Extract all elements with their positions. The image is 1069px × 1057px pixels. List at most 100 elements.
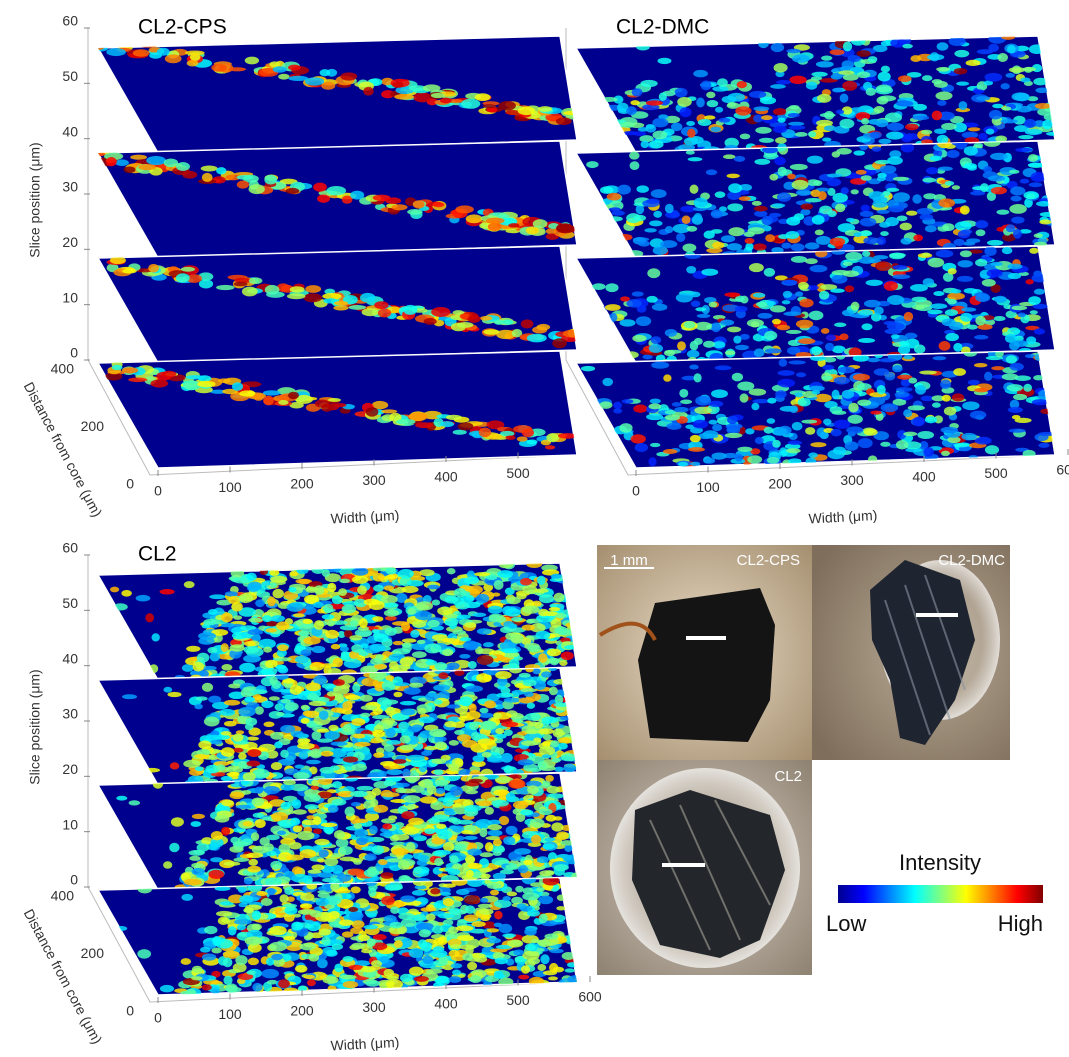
intensity-spot bbox=[1006, 355, 1017, 363]
intensity-spot bbox=[985, 73, 1003, 82]
intensity-spot bbox=[792, 422, 803, 431]
intensity-spot bbox=[332, 799, 347, 806]
intensity-spot bbox=[687, 129, 695, 138]
intensity-spot bbox=[1006, 73, 1015, 78]
intensity-spot bbox=[694, 407, 712, 414]
intensity-spot bbox=[1009, 429, 1026, 433]
intensity-spot bbox=[917, 431, 934, 439]
intensity-spot bbox=[728, 227, 744, 236]
intensity-spot bbox=[105, 37, 116, 41]
intensity-spot bbox=[953, 343, 962, 352]
intensity-spot bbox=[727, 174, 740, 179]
intensity-spot bbox=[854, 232, 862, 237]
intensity-spot bbox=[1046, 132, 1061, 136]
intensity-spot bbox=[951, 289, 962, 293]
intensity-spot bbox=[306, 586, 318, 592]
intensity-spot bbox=[711, 322, 721, 332]
intensity-spot bbox=[427, 620, 439, 627]
intensity-spot bbox=[273, 66, 287, 73]
width-tick-label: 300 bbox=[362, 472, 386, 488]
intensity-spot bbox=[378, 859, 387, 864]
intensity-spot bbox=[539, 594, 554, 603]
intensity-spot bbox=[882, 191, 890, 196]
intensity-spot bbox=[764, 427, 774, 434]
intensity-spot bbox=[164, 158, 179, 167]
intensity-spot bbox=[879, 358, 896, 362]
intensity-spot bbox=[333, 679, 345, 686]
intensity-spot bbox=[145, 613, 154, 622]
intensity-spot bbox=[327, 583, 336, 593]
intensity-spot bbox=[473, 755, 485, 762]
intensity-spot bbox=[216, 764, 225, 770]
intensity-spot bbox=[194, 704, 202, 709]
intensity-spot bbox=[493, 852, 502, 856]
intensity-spot bbox=[679, 389, 688, 398]
intensity-spot bbox=[136, 595, 151, 602]
intensity-spot bbox=[860, 218, 877, 227]
intensity-spot bbox=[413, 866, 429, 874]
intensity-spot bbox=[884, 321, 897, 325]
photo-label: CL2-DMC bbox=[938, 552, 1005, 569]
intensity-spot bbox=[137, 949, 151, 959]
intensity-spot bbox=[473, 613, 487, 617]
intensity-spot bbox=[767, 418, 776, 424]
intensity-spot bbox=[1039, 219, 1051, 224]
intensity-spot bbox=[383, 603, 399, 608]
intensity-spot bbox=[349, 305, 367, 310]
intensity-spot bbox=[386, 769, 403, 775]
intensity-spot bbox=[393, 641, 403, 645]
intensity-spot bbox=[581, 366, 595, 372]
intensity-spot bbox=[550, 658, 559, 665]
intensity-spot bbox=[433, 684, 450, 691]
intensity-spot bbox=[1024, 119, 1036, 128]
intensity-spot bbox=[922, 252, 931, 256]
intensity-spot bbox=[539, 914, 548, 924]
intensity-spot bbox=[688, 447, 705, 452]
intensity-spot bbox=[898, 75, 912, 82]
intensity-spot bbox=[339, 846, 352, 855]
intensity-spot bbox=[711, 453, 726, 460]
intensity-spot bbox=[480, 316, 492, 321]
intensity-spot bbox=[1038, 432, 1056, 436]
intensity-spot bbox=[735, 306, 748, 312]
intensity-spot bbox=[522, 625, 535, 631]
intensity-spot bbox=[721, 235, 735, 242]
intensity-spot bbox=[913, 104, 927, 111]
intensity-spot bbox=[210, 653, 220, 662]
intensity-spot bbox=[727, 203, 743, 211]
slice bbox=[98, 351, 577, 468]
intensity-spot bbox=[549, 687, 558, 696]
intensity-spot bbox=[833, 447, 846, 455]
intensity-spot bbox=[431, 307, 450, 317]
intensity-spot bbox=[1018, 135, 1033, 139]
intensity-spot bbox=[845, 441, 859, 451]
intensity-spot bbox=[228, 67, 246, 71]
intensity-spot bbox=[392, 82, 404, 88]
intensity-spot bbox=[919, 214, 933, 220]
intensity-spot bbox=[858, 438, 873, 448]
intensity-spot bbox=[753, 106, 769, 111]
intensity-spot bbox=[658, 58, 672, 64]
intensity-spot bbox=[255, 787, 263, 794]
intensity-spot bbox=[312, 864, 325, 870]
intensity-spot bbox=[521, 741, 538, 746]
intensity-spot bbox=[412, 724, 423, 731]
intensity-spot bbox=[680, 107, 692, 117]
intensity-spot bbox=[987, 269, 1003, 277]
intensity-spot bbox=[996, 209, 1009, 214]
intensity-spot bbox=[448, 763, 459, 771]
intensity-spot bbox=[404, 687, 421, 695]
intensity-spot bbox=[128, 377, 147, 382]
intensity-spot bbox=[535, 631, 550, 640]
intensity-spot bbox=[881, 403, 899, 412]
intensity-spot bbox=[400, 701, 416, 706]
intensity-spot bbox=[469, 779, 483, 783]
intensity-spot bbox=[834, 323, 846, 328]
intensity-spot bbox=[209, 594, 226, 599]
intensity-spot bbox=[431, 93, 445, 98]
intensity-spot bbox=[299, 751, 309, 759]
intensity-spot bbox=[270, 732, 284, 740]
intensity-spot bbox=[468, 315, 481, 323]
intensity-spot bbox=[734, 156, 745, 162]
intensity-spot bbox=[162, 371, 177, 378]
